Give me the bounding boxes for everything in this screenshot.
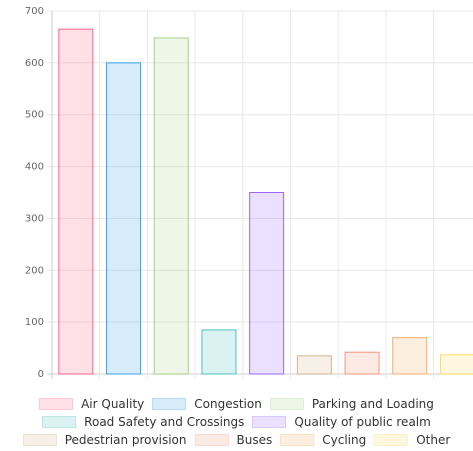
legend-swatch [22, 434, 57, 446]
legend-label: Other [416, 433, 451, 447]
legend-item[interactable]: Cycling [280, 433, 366, 447]
y-tick-label: 400 [25, 162, 44, 173]
legend-label: Road Safety and Crossings [84, 415, 245, 429]
legend-swatch [280, 434, 315, 446]
bar [296, 355, 332, 375]
bar [392, 337, 428, 375]
y-tick-label: 600 [25, 58, 44, 69]
bar [344, 351, 380, 375]
legend-item[interactable]: Parking and Loading [269, 397, 434, 411]
legend-item[interactable]: Quality of public realm [252, 415, 431, 429]
y-tick-label: 200 [25, 265, 44, 276]
legend-swatch [42, 416, 77, 428]
legend-item[interactable]: Pedestrian provision [22, 433, 187, 447]
bar [106, 62, 142, 375]
legend-swatch [269, 398, 304, 410]
bar [58, 28, 94, 375]
bar [153, 37, 189, 375]
legend-label: Parking and Loading [311, 397, 434, 411]
legend-label: Congestion [194, 397, 262, 411]
legend-item[interactable]: Other [374, 433, 450, 447]
y-tick-label: 100 [25, 317, 44, 328]
chart: 0 100 200 300 400 500 600 700 [25, 6, 473, 380]
y-tick-label: 500 [25, 110, 44, 121]
legend-swatch [194, 434, 229, 446]
y-tick-label: 0 [38, 369, 44, 380]
legend-item[interactable]: Road Safety and Crossings [42, 415, 244, 429]
legend-label: Pedestrian provision [64, 433, 187, 447]
y-tick-label: 700 [25, 6, 44, 17]
legend-label: Buses [236, 433, 273, 447]
legend-label: Cycling [322, 433, 367, 447]
y-tick-label: 300 [25, 213, 44, 224]
legend-item[interactable]: Buses [194, 433, 273, 447]
legend-item[interactable]: Congestion [152, 397, 262, 411]
legend-swatch [152, 398, 187, 410]
bar [439, 354, 473, 375]
bar [249, 192, 285, 375]
bar [201, 329, 237, 375]
legend-label: Quality of public realm [294, 415, 431, 429]
legend-swatch [374, 434, 409, 446]
legend-swatch [39, 398, 74, 410]
legend-label: Air Quality [81, 397, 145, 411]
legend: Air Quality Congestion Parking and Loading… [0, 397, 473, 447]
legend-swatch [252, 416, 287, 428]
legend-item[interactable]: Air Quality [39, 397, 144, 411]
